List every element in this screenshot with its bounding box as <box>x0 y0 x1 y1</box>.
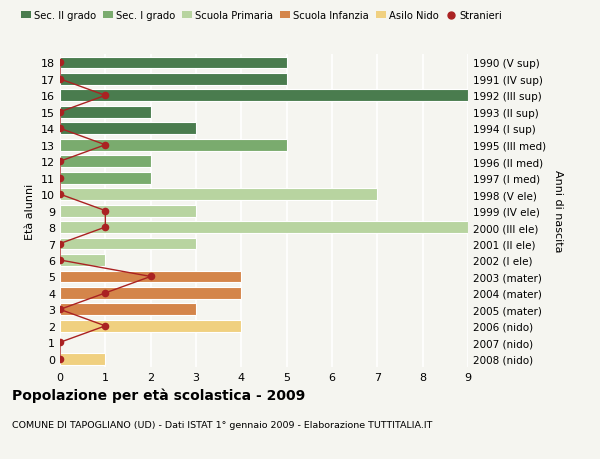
Bar <box>60 304 196 316</box>
Bar <box>60 74 287 86</box>
Point <box>146 273 155 280</box>
Point <box>101 142 110 149</box>
Text: COMUNE DI TAPOGLIANO (UD) - Dati ISTAT 1° gennaio 2009 - Elaborazione TUTTITALIA: COMUNE DI TAPOGLIANO (UD) - Dati ISTAT 1… <box>12 420 433 429</box>
Point <box>55 174 65 182</box>
Y-axis label: Età alunni: Età alunni <box>25 183 35 239</box>
Bar <box>60 271 241 283</box>
Point <box>55 60 65 67</box>
Point <box>55 109 65 116</box>
Bar <box>60 173 151 184</box>
Point <box>55 257 65 264</box>
Bar <box>60 320 241 332</box>
Point <box>55 241 65 248</box>
Bar <box>60 287 241 299</box>
Bar <box>60 156 151 168</box>
Point <box>101 92 110 100</box>
Point <box>55 125 65 133</box>
Bar <box>60 123 196 135</box>
Point <box>55 355 65 363</box>
Bar <box>60 222 468 234</box>
Point <box>101 323 110 330</box>
Bar <box>60 254 106 266</box>
Text: Popolazione per età scolastica - 2009: Popolazione per età scolastica - 2009 <box>12 388 305 403</box>
Bar <box>60 90 468 102</box>
Legend: Sec. II grado, Sec. I grado, Scuola Primaria, Scuola Infanzia, Asilo Nido, Stran: Sec. II grado, Sec. I grado, Scuola Prim… <box>17 7 506 25</box>
Bar <box>60 353 106 365</box>
Point <box>101 290 110 297</box>
Point <box>101 224 110 231</box>
Point <box>55 158 65 166</box>
Bar <box>60 106 151 118</box>
Point <box>55 76 65 84</box>
Bar <box>60 238 196 250</box>
Y-axis label: Anni di nascita: Anni di nascita <box>553 170 563 252</box>
Point <box>55 306 65 313</box>
Bar <box>60 189 377 201</box>
Bar <box>60 57 287 69</box>
Bar <box>60 140 287 151</box>
Point <box>101 207 110 215</box>
Point <box>55 339 65 346</box>
Bar <box>60 205 196 217</box>
Point <box>55 191 65 198</box>
